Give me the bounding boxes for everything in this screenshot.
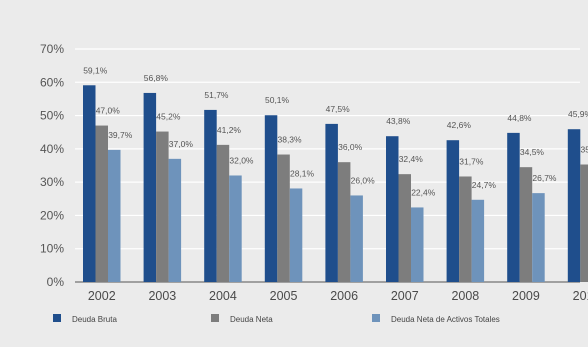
bar-deuda-bruta-2006: [325, 123, 338, 283]
bar-deuda-neta-de-activos-totales-2007: [411, 207, 424, 282]
bar-deuda-neta-2003: [156, 131, 169, 282]
x-tick-label: 2004: [209, 289, 237, 303]
legend-label: Deuda Neta: [230, 315, 273, 324]
bar-deuda-bruta-2004: [204, 109, 217, 282]
bar-deuda-bruta-2003: [143, 92, 157, 283]
y-tick-label: 50%: [40, 109, 64, 123]
data-label: 45,9%: [568, 109, 588, 119]
data-label: 44,8%: [507, 113, 532, 123]
x-tick-label: 2005: [270, 289, 298, 303]
legend-swatch: [211, 314, 219, 322]
y-tick-label: 0%: [47, 275, 65, 289]
legend-swatch: [53, 314, 61, 322]
bar-deuda-neta-de-activos-totales-2005: [289, 188, 303, 282]
x-tick-label: 2003: [148, 289, 176, 303]
data-label: 59,1%: [83, 65, 108, 75]
bar-deuda-bruta-2008: [446, 140, 460, 282]
y-tick-label: 70%: [40, 42, 64, 56]
data-label: 31,7%: [459, 156, 484, 166]
bar-deuda-bruta-2009: [507, 132, 520, 282]
bar-deuda-bruta-2007: [386, 136, 399, 282]
data-label: 35,3%: [580, 145, 588, 155]
data-label: 50,1%: [265, 95, 290, 105]
legend-label: Deuda Bruta: [72, 315, 117, 324]
data-label: 38,3%: [277, 135, 302, 145]
x-tick-label: 2002: [88, 289, 116, 303]
x-tick-label: 2009: [512, 289, 540, 303]
y-tick-label: 30%: [40, 175, 64, 189]
data-label: 24,7%: [472, 180, 497, 190]
data-label: 26,0%: [351, 175, 376, 185]
y-tick-label: 60%: [40, 75, 64, 89]
legend: Deuda Bruta Deuda Neta Deuda Neta de Activ…: [53, 314, 500, 324]
data-label: 41,2%: [217, 125, 242, 135]
y-tick-label: 20%: [40, 208, 64, 222]
x-axis: 2002 2003 2004 2005 2006 2007 2008 2009 2010: [88, 289, 588, 303]
bar-deuda-neta-2008: [459, 176, 472, 282]
bar-deuda-neta-de-activos-totales-2008: [471, 199, 485, 282]
bar-deuda-neta-2009: [519, 167, 533, 282]
bar-deuda-neta-2006: [337, 162, 351, 282]
bar-deuda-neta-de-activos-totales-2004: [229, 175, 242, 282]
data-label: 37,0%: [169, 139, 194, 149]
data-label: 32,4%: [399, 154, 424, 164]
bar-deuda-neta-2005: [277, 154, 290, 282]
data-label: 45,2%: [156, 112, 181, 122]
legend-swatch: [372, 314, 380, 322]
y-tick-label: 40%: [40, 142, 64, 156]
legend-label: Deuda Neta de Activos Totales: [391, 315, 500, 324]
bar-deuda-neta-de-activos-totales-2009: [532, 193, 545, 282]
data-label: 39,7%: [108, 130, 133, 140]
data-label: 28,1%: [290, 168, 315, 178]
x-tick-label: 2010: [573, 289, 588, 303]
bar-deuda-neta-2010: [580, 164, 588, 282]
bar-deuda-neta-2002: [95, 125, 108, 282]
bar-deuda-bruta-2005: [264, 115, 278, 282]
data-label: 22,4%: [411, 187, 436, 197]
data-label: 43,8%: [386, 116, 411, 126]
data-label: 42,6%: [447, 120, 472, 130]
data-label: 47,0%: [96, 106, 121, 116]
bar-deuda-neta-de-activos-totales-2006: [350, 195, 363, 282]
bars-layer: [83, 85, 588, 283]
y-axis: 0% 10% 20% 30% 40% 50% 60% 70%: [40, 42, 64, 289]
bar-deuda-neta-2007: [398, 174, 411, 282]
data-label: 47,5%: [326, 104, 351, 114]
bar-deuda-neta-2004: [216, 144, 230, 282]
y-tick-label: 10%: [40, 242, 64, 256]
data-label: 36,0%: [338, 142, 363, 152]
bar-deuda-bruta-2010: [567, 129, 581, 282]
bar-deuda-neta-de-activos-totales-2002: [108, 149, 121, 282]
data-labels-layer: 59,1% 56,8% 51,7% 50,1% 47,5% 43,8% 42,6% 44,8%…: [83, 65, 588, 197]
bar-deuda-bruta-2002: [83, 85, 96, 282]
data-label: 26,7%: [532, 173, 557, 183]
x-tick-label: 2006: [330, 289, 358, 303]
bar-deuda-neta-de-activos-totales-2003: [168, 158, 182, 282]
data-label: 34,5%: [520, 147, 545, 157]
data-label: 32,0%: [229, 155, 254, 165]
x-tick-label: 2007: [391, 289, 419, 303]
data-label: 56,8%: [144, 73, 169, 83]
data-label: 51,7%: [204, 90, 229, 100]
x-tick-label: 2008: [451, 289, 479, 303]
